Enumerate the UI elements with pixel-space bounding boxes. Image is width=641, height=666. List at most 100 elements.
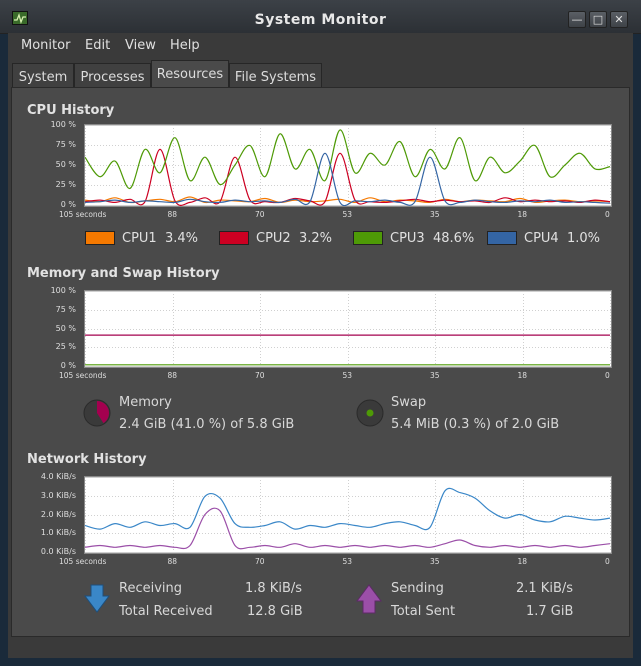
cpu3-name: CPU3 [390, 231, 425, 246]
x-tick-label: 88 [167, 210, 178, 219]
y-tick-label: 1.0 KiB/s [40, 528, 76, 538]
swap-pie-indicator [366, 409, 374, 417]
network-graph-canvas [85, 477, 611, 553]
tab-system[interactable]: System [12, 63, 74, 87]
y-tick-label: 75 % [55, 140, 76, 149]
cpu1-legend-label: CPU1 3.4% [122, 231, 198, 246]
sending-value: 2.1 KiB/s [516, 581, 574, 596]
y-tick-label: 0 % [60, 361, 76, 370]
y-tick-label: 0.0 KiB/s [40, 547, 76, 556]
cpu-graph [84, 124, 612, 207]
receiving-value: 1.8 KiB/s [245, 581, 303, 596]
x-tick-label: 35 [430, 210, 440, 219]
y-tick-label: 75 % [55, 304, 76, 314]
menu-edit[interactable]: Edit [85, 38, 111, 53]
cpu4-legend-label: CPU4 1.0% [524, 231, 600, 246]
memory-history-title: Memory and Swap History [27, 266, 220, 281]
tab-file-systems[interactable]: File Systems [229, 63, 322, 87]
x-tick-label: 53 [342, 371, 353, 380]
close-icon: ✕ [614, 13, 624, 26]
y-tick-label: 4.0 KiB/s [40, 472, 76, 481]
cpu-graph-canvas [85, 125, 611, 206]
total-received-label: Total Received [119, 604, 213, 619]
network-history-title: Network History [27, 452, 147, 467]
minimize-icon: — [571, 13, 583, 26]
sending-label: Sending [391, 581, 444, 596]
x-tick-label: 18 [517, 557, 528, 566]
maximize-icon: □ [592, 13, 604, 26]
x-tick-label: 18 [517, 210, 528, 219]
x-tick-label: 35 [430, 557, 440, 566]
menu-help[interactable]: Help [170, 38, 200, 53]
y-tick-label: 100 % [50, 120, 76, 129]
x-tick-label: 88 [167, 371, 178, 380]
total-received-value: 12.8 GiB [247, 604, 303, 619]
sending-line [85, 507, 611, 550]
x-tick-label: 70 [255, 557, 265, 566]
cpu3-legend-label: CPU3 48.6% [390, 231, 474, 246]
x-tick-label: 53 [342, 557, 353, 566]
menu-monitor[interactable]: Monitor [21, 38, 71, 53]
cpu1-line [85, 196, 611, 204]
memory-pie-slice [97, 401, 109, 424]
cpu4-color-swatch[interactable] [487, 231, 517, 245]
x-tick-label: 105 seconds [59, 210, 107, 219]
y-tick-label: 25 % [55, 342, 76, 352]
x-tick-label: 18 [517, 371, 528, 380]
x-tick-label: 0 [605, 557, 610, 566]
tab-processes[interactable]: Processes [74, 63, 151, 87]
cpu1-name: CPU1 [122, 231, 157, 246]
menu-bar: Monitor Edit View Help [8, 33, 633, 59]
close-button[interactable]: ✕ [610, 11, 628, 28]
memory-graph [84, 290, 612, 368]
tab-resources[interactable]: Resources [151, 60, 229, 88]
status-strip [11, 639, 630, 657]
x-tick-label: 0 [605, 210, 610, 219]
x-tick-label: 88 [167, 557, 178, 566]
memory-value: 2.4 GiB (41.0 %) of 5.8 GiB [119, 417, 295, 432]
y-tick-label: 50 % [55, 160, 76, 169]
cpu3-color-swatch[interactable] [353, 231, 383, 245]
cpu4-value: 1.0% [566, 231, 600, 246]
cpu2-name: CPU2 [256, 231, 291, 246]
swap-value: 5.4 MiB (0.3 %) of 2.0 GiB [391, 417, 560, 432]
minimize-button[interactable]: — [568, 11, 586, 28]
receiving-arrow-icon[interactable] [84, 584, 110, 614]
cpu3-value: 48.6% [432, 231, 475, 246]
tab-bar: System Processes Resources File Systems [8, 60, 633, 88]
cpu1-color-swatch[interactable] [85, 231, 115, 245]
total-sent-value: 1.7 GiB [526, 604, 574, 619]
cpu3-line [85, 129, 611, 190]
total-sent-label: Total Sent [391, 604, 456, 619]
y-tick-label: 0 % [60, 200, 76, 209]
cpu1-value: 3.4% [164, 231, 198, 246]
x-tick-label: 0 [605, 371, 610, 380]
sending-arrow-icon[interactable] [356, 584, 382, 614]
cpu2-color-swatch[interactable] [219, 231, 249, 245]
cpu2-legend-label: CPU2 3.2% [256, 231, 332, 246]
system-monitor-app-icon [12, 11, 28, 25]
menu-view[interactable]: View [125, 38, 156, 53]
receiving-label: Receiving [119, 581, 183, 596]
swap-usage-pie[interactable] [355, 398, 385, 428]
memory-graph-canvas [85, 291, 611, 367]
x-tick-label: 105 seconds [59, 557, 107, 566]
network-graph [84, 476, 612, 554]
x-tick-label: 70 [255, 371, 265, 380]
memory-usage-pie[interactable] [82, 398, 112, 428]
activity-icon [14, 12, 26, 24]
window-titlebar[interactable]: System Monitor — □ ✕ [0, 0, 641, 34]
x-tick-label: 53 [342, 210, 353, 219]
cpu2-line [85, 148, 611, 206]
maximize-button[interactable]: □ [589, 11, 607, 28]
y-tick-label: 50 % [55, 323, 76, 333]
y-tick-label: 25 % [55, 180, 76, 189]
receiving-line [85, 487, 611, 531]
cpu2-value: 3.2% [298, 231, 332, 246]
cpu4-line [85, 152, 611, 206]
memory-label: Memory [119, 395, 172, 410]
window-title: System Monitor [254, 12, 387, 28]
x-tick-label: 105 seconds [59, 371, 107, 380]
y-tick-label: 100 % [50, 286, 76, 295]
y-tick-label: 2.0 KiB/s [40, 509, 76, 519]
